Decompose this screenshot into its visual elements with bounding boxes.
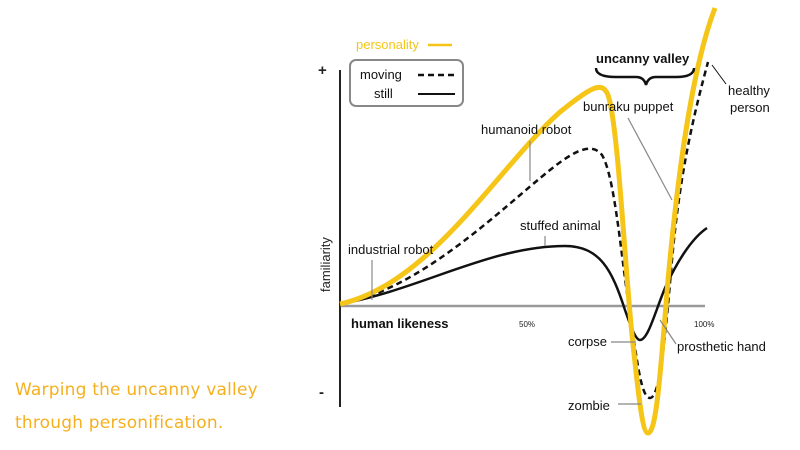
healthy-person-label: healthy person bbox=[728, 83, 774, 115]
y-minus-label: - bbox=[319, 384, 324, 401]
healthy-person-line1: healthy bbox=[728, 83, 770, 98]
zombie-label: zombie bbox=[568, 398, 610, 413]
legend-moving-label: moving bbox=[360, 67, 402, 82]
caption-line1: Warping the uncanny valley bbox=[15, 380, 258, 400]
bunraku-puppet-pointer bbox=[627, 117, 673, 201]
tick-50-label: 50% bbox=[519, 320, 535, 329]
uncanny-valley-brace bbox=[594, 67, 696, 86]
legend-still-label: still bbox=[374, 86, 393, 101]
stuffed-animal-label: stuffed animal bbox=[520, 218, 601, 233]
healthy-person-pointer bbox=[711, 64, 727, 85]
industrial-robot-label: industrial robot bbox=[348, 242, 434, 257]
tick-100-label: 100% bbox=[694, 320, 714, 329]
legend-personality-label: personality bbox=[356, 37, 419, 52]
x-axis-label: human likeness bbox=[351, 316, 449, 331]
humanoid-robot-label: humanoid robot bbox=[481, 122, 572, 137]
caption: Warping the uncanny valley through perso… bbox=[15, 374, 315, 440]
y-axis-label: familiarity bbox=[318, 237, 333, 292]
caption-line2: through personification. bbox=[15, 413, 224, 433]
bunraku-puppet-label: bunraku puppet bbox=[583, 99, 674, 114]
healthy-person-line2: person bbox=[730, 100, 770, 115]
personality-curve bbox=[339, 7, 718, 436]
prosthetic-hand-pointer bbox=[659, 319, 677, 345]
prosthetic-hand-label: prosthetic hand bbox=[677, 339, 766, 354]
y-plus-label: + bbox=[318, 62, 327, 79]
corpse-label: corpse bbox=[568, 334, 607, 349]
uncanny-valley-label: uncanny valley bbox=[596, 51, 690, 66]
